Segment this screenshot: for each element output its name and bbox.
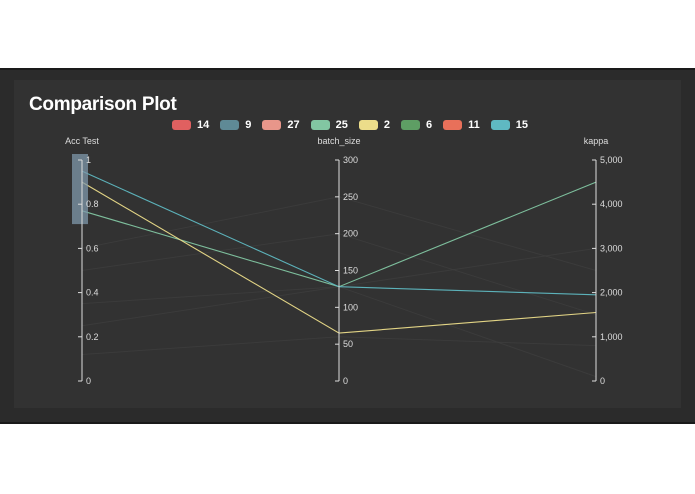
axis-title: batch_size bbox=[317, 136, 360, 146]
tick-label: 100 bbox=[343, 302, 358, 312]
tick-label: 3,000 bbox=[600, 243, 623, 253]
legend-label: 11 bbox=[468, 119, 480, 131]
tick-label: 0.6 bbox=[86, 243, 99, 253]
legend-label: 6 bbox=[426, 119, 433, 131]
tick-label: 0.4 bbox=[86, 288, 99, 298]
legend-item-11[interactable]: 11 bbox=[443, 119, 480, 131]
tick-label: 4,000 bbox=[600, 199, 623, 209]
tick-label: 2,000 bbox=[600, 288, 623, 298]
chart-title: Comparison Plot bbox=[29, 94, 177, 115]
legend-swatch bbox=[358, 120, 378, 130]
tick-label: 250 bbox=[343, 192, 358, 202]
axis-title: Acc Test bbox=[65, 136, 99, 146]
tick-label: 0 bbox=[86, 376, 91, 386]
legend-label: 9 bbox=[245, 119, 252, 131]
chart-panel bbox=[14, 80, 681, 408]
legend-swatch bbox=[401, 120, 420, 130]
tick-label: 50 bbox=[343, 339, 353, 349]
legend-item-14[interactable]: 14 bbox=[172, 119, 209, 131]
tick-label: 150 bbox=[343, 266, 358, 276]
legend-item-27[interactable]: 27 bbox=[262, 119, 300, 131]
legend-item-25[interactable]: 25 bbox=[310, 119, 348, 131]
tick-label: 1 bbox=[86, 155, 91, 165]
legend-label: 25 bbox=[335, 119, 348, 131]
tick-label: 0 bbox=[343, 376, 348, 386]
legend-label: 2 bbox=[383, 119, 390, 131]
axis-brush-selection[interactable] bbox=[72, 154, 88, 225]
legend-label: 27 bbox=[287, 119, 300, 131]
tick-label: 200 bbox=[343, 229, 358, 239]
legend-swatch bbox=[172, 120, 191, 130]
axis-title: kappa bbox=[584, 136, 609, 146]
tick-label: 0 bbox=[600, 376, 605, 386]
legend-item-2[interactable]: 2 bbox=[358, 119, 390, 131]
axis-acc_test: Acc Test 0 0.2 0.4 0.6 0.8 1 bbox=[65, 136, 99, 386]
legend: 14 9 27 25 2 6 11 15 bbox=[172, 118, 539, 132]
legend-swatch bbox=[220, 120, 240, 130]
legend-label: 15 bbox=[515, 119, 529, 131]
legend-item-9[interactable]: 9 bbox=[220, 119, 251, 131]
axis-batch_size: batch_size 0 50 100 150 200 250 300 bbox=[317, 136, 360, 386]
legend-swatch bbox=[443, 120, 463, 130]
tick-label: 0.2 bbox=[86, 332, 99, 342]
legend-swatch bbox=[262, 120, 282, 130]
tick-label: 300 bbox=[343, 155, 358, 165]
legend-label: 14 bbox=[197, 119, 210, 131]
legend-item-15[interactable]: 15 bbox=[490, 119, 529, 131]
legend-swatch bbox=[490, 120, 510, 130]
tick-label: 5,000 bbox=[600, 155, 623, 165]
axis-kappa: kappa 0 1,000 2,000 3,000 4,000 5,000 bbox=[584, 136, 623, 386]
tick-label: 1,000 bbox=[600, 332, 623, 342]
legend-item-6[interactable]: 6 bbox=[401, 119, 432, 131]
tick-label: 0.8 bbox=[86, 199, 99, 209]
legend-swatch bbox=[310, 120, 330, 130]
